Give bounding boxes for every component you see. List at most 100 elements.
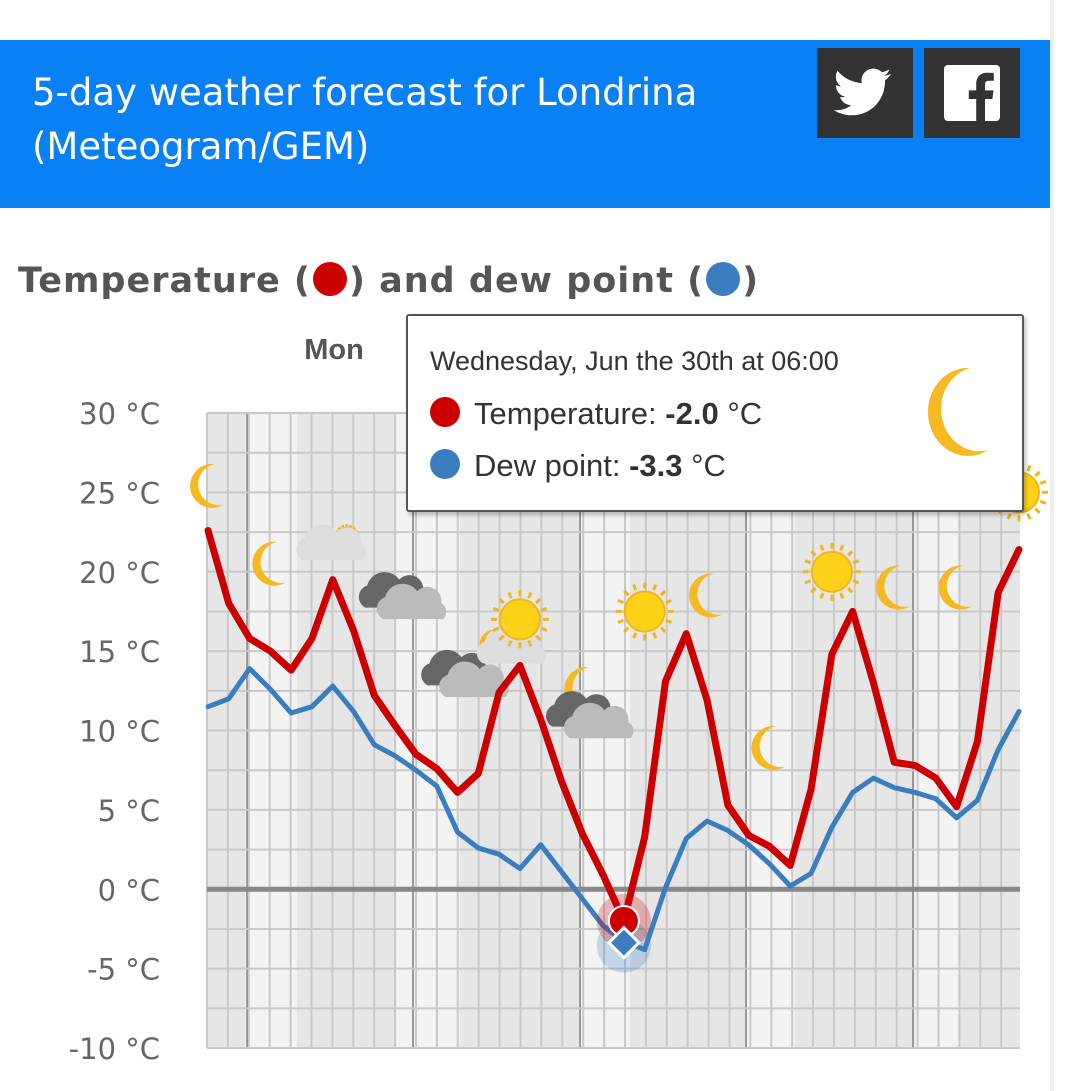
cloudy-dark-icon <box>421 649 509 697</box>
tooltip-temperature-value: -2.0 <box>665 396 719 431</box>
tooltip-dew-point-unit: °C <box>691 448 726 483</box>
y-tick-label: 0 °C <box>98 873 160 907</box>
sun-disc <box>498 598 541 641</box>
moon-icon <box>252 541 286 586</box>
sun-icon <box>802 542 861 601</box>
sun-ray <box>535 634 542 641</box>
sun-ray <box>632 584 638 591</box>
moon-icon <box>689 573 723 618</box>
sun-ray <box>810 586 817 594</box>
sun-disc <box>810 550 853 593</box>
meteogram-chart[interactable]: 30 °C 25 °C 20 °C 15 °C 10 °C 5 °C 0 °C -5 °C -1… <box>0 310 1050 1091</box>
sun-ray <box>1026 465 1032 472</box>
sun-ray <box>1039 499 1047 505</box>
sun-ray <box>535 597 542 605</box>
section-title-part3: ) <box>742 261 760 301</box>
facebook-icon <box>944 65 1000 121</box>
y-tick-label: 10 °C <box>79 715 160 749</box>
sun-ray <box>1034 507 1041 514</box>
sun-ray <box>337 526 342 531</box>
sun-ray <box>819 592 825 600</box>
sun-ray <box>852 559 860 565</box>
y-tick-label: -10 °C <box>69 1032 160 1066</box>
sun-ray <box>804 579 812 585</box>
moon-icon <box>190 463 224 508</box>
section-title: Temperature () and dew point () <box>18 256 759 306</box>
sun-ray <box>652 584 658 591</box>
sun-ray <box>632 632 638 639</box>
sun-ray <box>1006 513 1012 520</box>
tooltip-heading: Wednesday, Jun the 30th at 06:00 <box>430 346 839 376</box>
day-label-mon: Mon <box>304 334 364 366</box>
sun-icon <box>490 590 549 649</box>
sun-ray <box>617 598 625 605</box>
dew-point-dot <box>430 449 460 479</box>
y-tick-label: 25 °C <box>79 476 160 510</box>
moon-icon <box>927 367 988 456</box>
section-title-part1: Temperature ( <box>18 261 311 301</box>
sun-ray <box>665 618 673 624</box>
sun-ray <box>498 597 505 605</box>
moon-icon <box>190 463 224 508</box>
sun-ray <box>652 632 658 639</box>
sun-ray <box>665 598 673 605</box>
dew-point-legend-dot <box>706 262 741 296</box>
sun-ray <box>852 579 860 585</box>
dew-point-line <box>205 666 1022 953</box>
temperature-dot <box>430 397 460 427</box>
sun-ray <box>540 626 548 632</box>
sun-ray <box>527 640 533 647</box>
sun-ray <box>847 550 854 557</box>
moon-icon <box>938 565 973 610</box>
sun-ray <box>498 634 505 641</box>
moon-icon <box>938 565 973 610</box>
tooltip-temperature-row: Temperature: -2.0 °C <box>430 396 762 432</box>
y-tick-label: 30 °C <box>79 397 160 431</box>
twitter-icon <box>833 68 891 116</box>
tooltip-dew-point-row: Dew point: -3.3 °C <box>430 448 726 484</box>
tooltip-temperature-label: Temperature: <box>474 396 657 431</box>
sun-ray <box>492 626 500 632</box>
sun-ray <box>804 559 812 565</box>
sun-ray <box>492 606 500 612</box>
page-title: 5-day weather forecast for Londrina (Met… <box>32 71 698 168</box>
sun-ray <box>659 589 667 597</box>
temperature-legend-dot <box>312 262 347 296</box>
sun-ray <box>839 544 845 552</box>
sun-ray <box>847 586 854 594</box>
facebook-share-button[interactable] <box>924 48 1020 138</box>
temperature-line <box>204 526 1023 925</box>
moon-icon <box>876 565 910 610</box>
sun-ray <box>623 589 630 597</box>
sun-ray <box>659 626 667 634</box>
y-tick-label: 20 °C <box>79 556 160 590</box>
sun-ray <box>810 550 817 557</box>
sun-ray <box>507 592 513 599</box>
moon-icon <box>876 565 910 610</box>
cloud-shape <box>563 702 634 739</box>
cloud-shape <box>296 524 366 560</box>
twitter-share-button[interactable] <box>817 48 913 138</box>
cloud-shape <box>376 583 447 620</box>
tooltip-dew-point-label: Dew point: <box>474 448 621 483</box>
sun-ray <box>839 592 845 600</box>
sun-ray <box>1026 513 1032 520</box>
sun-disc <box>623 590 666 633</box>
sun-ray <box>819 544 825 552</box>
cloudy-dark-icon <box>358 572 447 620</box>
sun-ray <box>1034 470 1041 478</box>
moon-icon <box>751 725 785 770</box>
chart-tooltip: Wednesday, Jun the 30th at 06:00 Tempera… <box>406 314 1024 512</box>
moon-icon <box>689 573 723 618</box>
sun-ray <box>1039 479 1047 485</box>
dew-point-highlight-point <box>606 925 642 960</box>
sun-ray <box>540 606 548 612</box>
tooltip-dew-point-value: -3.3 <box>629 448 683 483</box>
y-tick-label: 5 °C <box>98 794 160 828</box>
tooltip-temperature-unit: °C <box>727 396 763 431</box>
y-tick-label: -5 °C <box>87 953 160 987</box>
sun-ray <box>527 592 533 599</box>
sun-ray <box>623 626 630 634</box>
cloudy-dark-icon <box>545 691 634 739</box>
sun-ray <box>340 524 345 529</box>
